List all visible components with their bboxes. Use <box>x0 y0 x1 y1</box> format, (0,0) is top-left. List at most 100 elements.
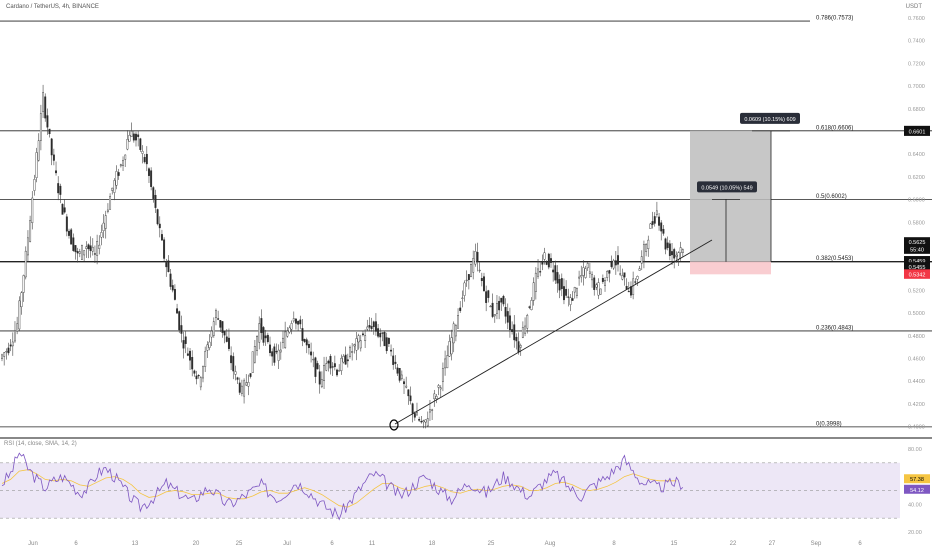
candle-body <box>498 300 501 311</box>
candle-body <box>528 306 531 308</box>
candle-body <box>282 337 284 343</box>
candle-body <box>35 152 38 178</box>
fib-level-label: 0.618(0.6606) <box>816 125 853 131</box>
candle-body <box>331 366 334 368</box>
candle-body <box>649 223 652 229</box>
candle-body <box>543 252 546 260</box>
candle-body <box>14 330 16 342</box>
candle-body <box>16 323 19 332</box>
candle-body <box>238 382 241 393</box>
candle-body <box>513 324 516 341</box>
candle-body <box>225 336 228 342</box>
candle-body <box>433 393 436 400</box>
candle-body <box>515 336 518 342</box>
candle-body <box>55 170 57 174</box>
candle-body <box>89 245 92 251</box>
candle-body <box>671 251 673 256</box>
candle-body <box>336 369 338 376</box>
candle-body <box>74 245 77 253</box>
candle-body <box>202 366 204 379</box>
candle-body <box>450 337 453 355</box>
candle-body <box>614 260 617 266</box>
candle-body <box>353 344 356 347</box>
candle-body <box>210 330 213 338</box>
candle-body <box>491 302 494 317</box>
rsi-line <box>1 452 684 521</box>
candle-body <box>303 339 306 342</box>
price-axis-label-text: 55:40 <box>910 247 924 253</box>
candle-body <box>405 385 408 388</box>
candle-body <box>102 222 105 232</box>
x-axis-tick: 15 <box>671 541 678 547</box>
candle-body <box>204 351 207 367</box>
candle-body <box>310 351 313 356</box>
candle-body <box>87 244 90 250</box>
candle-body <box>422 420 425 423</box>
candle-body <box>368 325 371 328</box>
target-zone-box[interactable] <box>690 130 771 262</box>
candle-body <box>416 412 418 416</box>
y-axis-tick: 0.4400 <box>908 379 925 385</box>
candle-body <box>318 371 321 385</box>
candle-body <box>679 247 682 253</box>
measure-label-text: 0.0549 (10.05%) 549 <box>701 185 752 191</box>
candle-body <box>199 377 202 388</box>
candle-body <box>385 337 388 352</box>
candle-body <box>7 347 10 354</box>
candle-body <box>394 361 397 364</box>
price-axis-label-text: 0.5455 <box>909 265 926 271</box>
ascending-trendline[interactable] <box>394 239 713 425</box>
candle-body <box>612 260 615 269</box>
candle-body <box>152 187 155 199</box>
candle-body <box>366 326 369 330</box>
candle-body <box>532 282 535 301</box>
measure-label-box <box>740 112 800 124</box>
candle-body <box>271 351 274 357</box>
candle-body <box>78 251 81 254</box>
candle-body <box>444 358 447 369</box>
candle-body <box>223 330 226 336</box>
candle-body <box>9 344 12 347</box>
candle-body <box>398 368 401 381</box>
price-axis-label-text: 0.5625 <box>909 240 926 246</box>
price-axis-label <box>904 256 930 266</box>
candle-body <box>431 409 434 411</box>
candle-body <box>457 315 460 329</box>
candle-body <box>115 171 118 186</box>
candle-body <box>534 272 537 292</box>
candle-body <box>76 251 79 254</box>
candle-body <box>122 160 124 166</box>
candle-body <box>383 332 386 347</box>
candle-body <box>290 323 293 330</box>
candle-body <box>236 377 239 380</box>
candle-body <box>217 318 220 320</box>
x-axis-tick: Jul <box>283 541 291 547</box>
rsi-value-text: 57.38 <box>910 477 924 483</box>
candle-body <box>98 244 101 249</box>
candle-body <box>519 345 522 348</box>
y-axis-tick: 0.5000 <box>908 311 925 317</box>
candle-body <box>370 326 373 330</box>
candle-body <box>219 320 222 328</box>
candle-body <box>338 369 341 372</box>
candle-body <box>647 239 650 250</box>
candle-body <box>569 297 572 305</box>
candle-body <box>160 234 163 241</box>
candle-body <box>396 367 399 374</box>
y-axis-tick: 0.6400 <box>908 152 925 158</box>
candle-body <box>554 265 557 281</box>
candle-body <box>483 276 485 292</box>
candle-body <box>39 113 42 141</box>
candle-body <box>666 242 669 249</box>
candle-body <box>372 321 375 328</box>
candle-body <box>173 289 176 300</box>
x-axis-tick: 27 <box>769 541 776 547</box>
y-axis-tick: 0.6200 <box>908 175 925 181</box>
candle-body <box>106 209 109 212</box>
stop-zone-box[interactable] <box>690 261 771 275</box>
candle-body <box>212 321 215 336</box>
candle-body <box>493 314 496 317</box>
candle-body <box>578 276 581 279</box>
candle-body <box>20 292 23 308</box>
